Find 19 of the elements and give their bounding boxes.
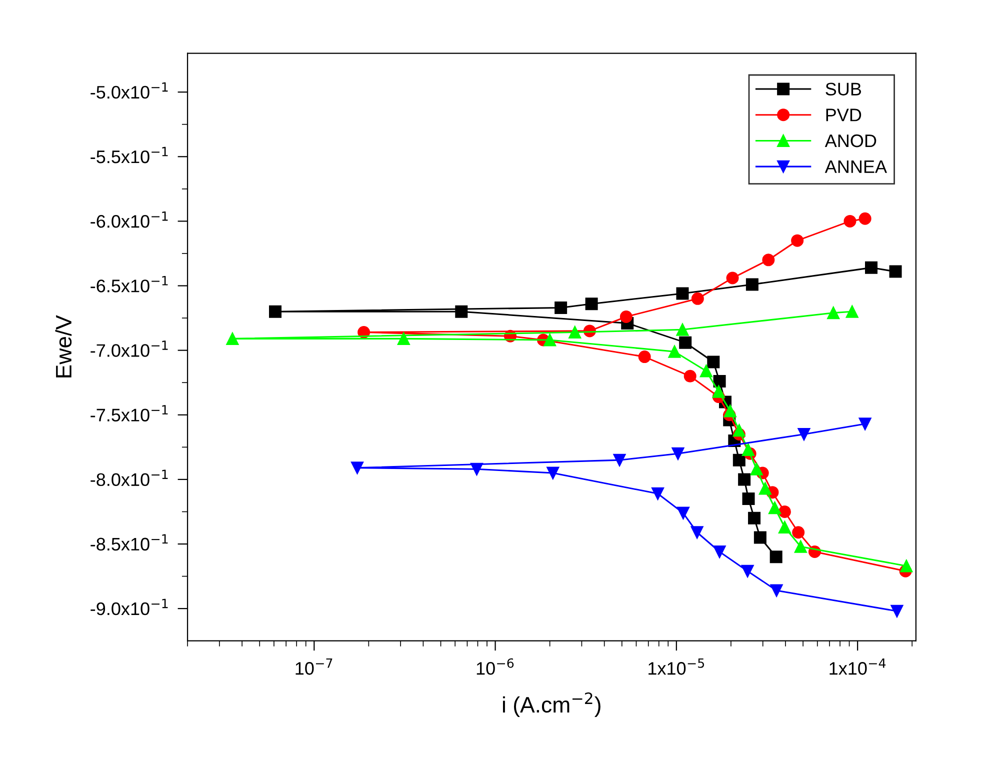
y-tick-label: -7.5x10$^{−1}$: [90, 405, 168, 422]
y-tick-label: -8.5x10$^{−1}$: [90, 534, 168, 551]
x-tick-label: 10$^{−7}$: [296, 658, 332, 675]
y-tick-label: -9.0x10$^{−1}$: [90, 598, 168, 616]
x-tick-label: 1x10$^{−4}$: [830, 658, 886, 675]
legend-label: ANNEA: [824, 160, 888, 173]
legend-label: ANOD: [824, 134, 876, 148]
y-tick-label: -7.0x10$^{−1}$: [90, 340, 168, 357]
x-tick-label: 10$^{−6}$: [476, 658, 514, 675]
y-tick-label: -6.5x10$^{−1}$: [90, 276, 168, 292]
x-axis-title: i (A.cm$^{−2}$): [502, 692, 600, 718]
y-tick-label: -5.0x10$^{−1}$: [90, 82, 168, 99]
y-tick-label: -6.0x10$^{−1}$: [90, 211, 168, 228]
legend-label: SUB: [826, 82, 862, 96]
legend-label: PVD: [826, 108, 862, 122]
y-axis-title: Ewe/V: [55, 315, 72, 378]
y-tick-label: -5.5x10$^{−1}$: [90, 146, 168, 164]
x-tick-label: 1x10$^{−5}$: [648, 658, 704, 675]
y-tick-label: -8.0x10$^{−1}$: [90, 470, 168, 486]
